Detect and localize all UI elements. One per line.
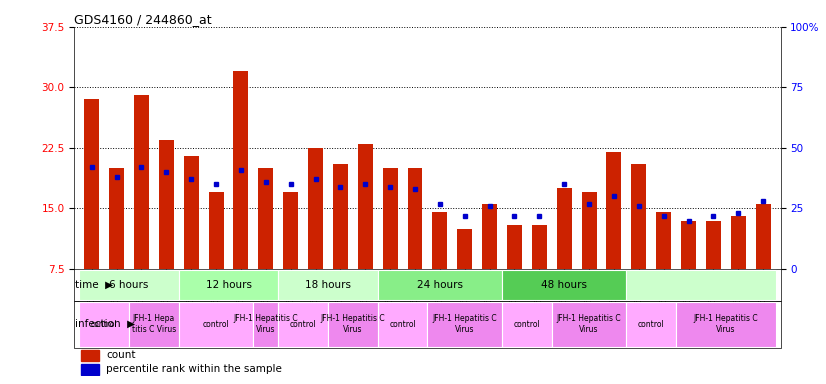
Bar	[382, 168, 397, 269]
Bar	[178, 301, 254, 347]
Bar	[278, 301, 328, 347]
Text: control: control	[91, 319, 117, 329]
Text: JFH-1 Hepa
titis C Virus: JFH-1 Hepa titis C Virus	[132, 314, 176, 334]
Text: GDS4160 / 244860_at: GDS4160 / 244860_at	[74, 13, 212, 26]
Bar	[79, 270, 178, 300]
Text: JFH-1 Hepatitis C
Virus: JFH-1 Hepatitis C Virus	[320, 314, 385, 334]
Text: control: control	[389, 319, 416, 329]
Text: control: control	[638, 319, 665, 329]
Bar	[308, 148, 323, 269]
Bar	[507, 225, 522, 269]
Bar	[557, 188, 572, 269]
Text: infection  ▶: infection ▶	[75, 319, 135, 329]
Bar	[129, 301, 178, 347]
Bar	[731, 217, 746, 269]
Bar	[631, 164, 646, 269]
Bar	[706, 220, 721, 269]
Bar	[278, 270, 377, 300]
Text: 48 hours: 48 hours	[541, 280, 587, 290]
Text: 6 hours: 6 hours	[109, 280, 149, 290]
Bar	[134, 96, 149, 269]
Text: 18 hours: 18 hours	[305, 280, 351, 290]
Bar	[482, 204, 497, 269]
Text: JFH-1 Hepatitis C
Virus: JFH-1 Hepatitis C Virus	[433, 314, 497, 334]
Bar	[377, 301, 428, 347]
Bar	[82, 364, 99, 375]
Text: time  ▶: time ▶	[75, 280, 113, 290]
Bar	[606, 152, 621, 269]
Bar	[283, 192, 298, 269]
Bar	[681, 220, 696, 269]
Bar	[358, 144, 373, 269]
Bar	[109, 168, 124, 269]
Bar	[532, 225, 547, 269]
Bar	[407, 168, 422, 269]
Bar	[254, 301, 278, 347]
Bar	[159, 140, 173, 269]
Text: JFH-1 Hepatitis C
Virus: JFH-1 Hepatitis C Virus	[234, 314, 298, 334]
Bar	[626, 270, 776, 300]
Text: control: control	[290, 319, 316, 329]
Text: control: control	[514, 319, 540, 329]
Bar	[458, 228, 472, 269]
Text: JFH-1 Hepatitis C
Virus: JFH-1 Hepatitis C Virus	[557, 314, 621, 334]
Bar	[178, 270, 278, 300]
Bar	[259, 168, 273, 269]
Bar	[502, 270, 626, 300]
Text: percentile rank within the sample: percentile rank within the sample	[106, 364, 282, 374]
Bar	[234, 71, 249, 269]
Bar	[626, 301, 676, 347]
Bar	[552, 301, 626, 347]
Text: 12 hours: 12 hours	[206, 280, 251, 290]
Bar	[209, 192, 224, 269]
Text: control: control	[202, 319, 230, 329]
Bar	[82, 349, 99, 361]
Bar	[676, 301, 776, 347]
Text: count: count	[106, 350, 135, 360]
Bar	[428, 301, 502, 347]
Bar	[84, 99, 99, 269]
Text: JFH-1 Hepatitis C
Virus: JFH-1 Hepatitis C Virus	[694, 314, 758, 334]
Bar	[433, 212, 448, 269]
Text: 24 hours: 24 hours	[417, 280, 463, 290]
Bar	[79, 301, 129, 347]
Bar	[582, 192, 596, 269]
Bar	[656, 212, 672, 269]
Bar	[183, 156, 199, 269]
Bar	[502, 301, 552, 347]
Bar	[377, 270, 502, 300]
Bar	[328, 301, 377, 347]
Bar	[333, 164, 348, 269]
Bar	[756, 204, 771, 269]
